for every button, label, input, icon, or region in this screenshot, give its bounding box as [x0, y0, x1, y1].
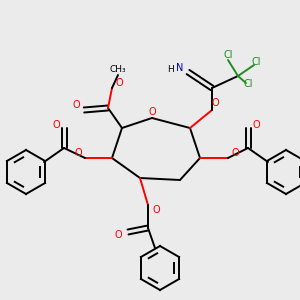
Text: O: O	[115, 78, 123, 88]
Text: O: O	[152, 205, 160, 215]
Text: H: H	[167, 65, 173, 74]
Text: Cl: Cl	[243, 79, 253, 89]
Text: O: O	[252, 120, 260, 130]
Text: O: O	[231, 148, 239, 158]
Text: O: O	[148, 107, 156, 117]
Text: O: O	[114, 230, 122, 240]
Text: CH₃: CH₃	[110, 65, 126, 74]
Text: N: N	[176, 63, 184, 73]
Text: Cl: Cl	[251, 57, 261, 67]
Text: O: O	[72, 100, 80, 110]
Text: O: O	[52, 120, 60, 130]
Text: O: O	[211, 98, 219, 108]
Text: Cl: Cl	[223, 50, 233, 60]
Text: O: O	[74, 148, 82, 158]
